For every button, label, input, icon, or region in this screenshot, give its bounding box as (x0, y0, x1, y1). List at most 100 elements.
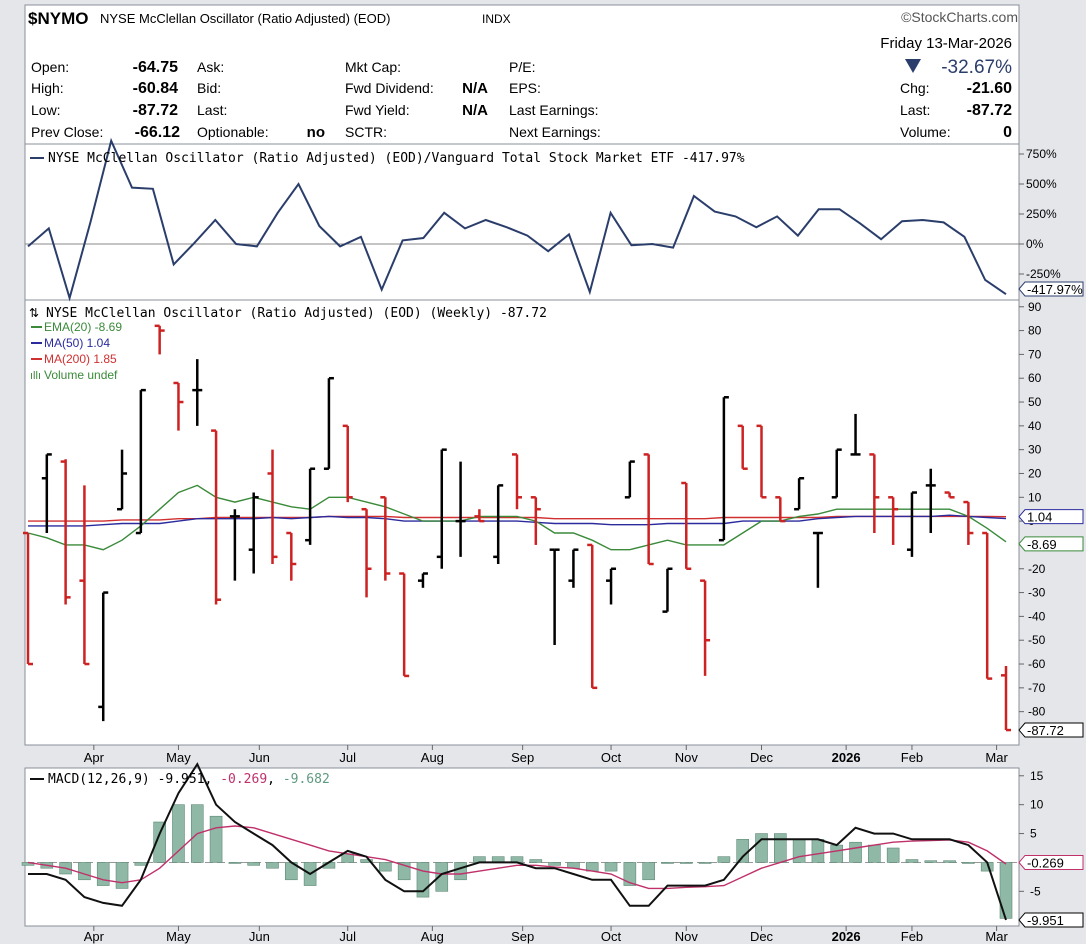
last-value-2: -87.72 (967, 102, 1012, 119)
price-tick-label: -20 (1028, 562, 1046, 576)
instrument-name: NYSE McClellan Oscillator (Ratio Adjuste… (100, 11, 390, 26)
macd-histogram-bar (134, 862, 148, 866)
last-price-label-box (1018, 722, 1084, 738)
macd-tick-label: -5 (1030, 884, 1041, 898)
price-x-label: Mar (985, 750, 1008, 765)
macd-histogram-bar (266, 862, 279, 869)
macd-signal-value-label-box (1018, 854, 1084, 870)
macd-hist-value: -9.682 (283, 772, 330, 787)
macd-histogram-bar (849, 841, 862, 863)
ratio-tick-label: -250% (1026, 267, 1061, 281)
stats-col-3: Mkt Cap: Fwd Dividend: N/A Fwd Yield: N/… (345, 59, 488, 140)
date: Friday 13-Mar-2026 (880, 35, 1012, 52)
header-panel (24, 4, 1020, 145)
macd-signal-value: -0.269 (220, 772, 267, 787)
last-label-2: Last: (900, 102, 930, 118)
macd-histogram-bar (811, 839, 825, 863)
macd-x-label: Feb (901, 929, 923, 944)
ma50-value-label-box (1018, 509, 1084, 525)
ma50-value-label: 1.04 (1027, 510, 1052, 525)
pe-label: P/E: (509, 59, 535, 75)
price-tick-label: 80 (1028, 324, 1042, 338)
mktcap-label: Mkt Cap: (345, 59, 401, 75)
price-tick-label: -30 (1028, 586, 1046, 600)
symbol: $NYMO (28, 9, 88, 28)
low-value: -87.72 (133, 102, 178, 119)
price-tick-label: 50 (1028, 395, 1042, 409)
last-earnings-label: Last Earnings: (509, 102, 599, 118)
price-tick-label: 10 (1028, 490, 1042, 504)
stats-col-1: Open: -64.75 High: -60.84 Low: -87.72 Pr… (31, 59, 180, 141)
macd-title: MACD(12,26,9) (48, 772, 150, 787)
macd-histogram-bar (642, 862, 655, 881)
macd-histogram-bar (78, 862, 91, 881)
volume-bars-icon: ıllı (30, 370, 41, 382)
macd-histogram-bar (247, 862, 260, 866)
legend-entry: EMA(20) -8.69 (44, 320, 122, 334)
price-x-label: Sep (511, 750, 534, 765)
fwd-dividend-value: N/A (462, 80, 488, 97)
price-x-label: Nov (675, 750, 699, 765)
price-x-label: 2026 (832, 750, 861, 765)
high-label: High: (31, 80, 64, 96)
prev-close-label: Prev Close: (31, 124, 103, 140)
chg-label: Chg: (900, 80, 930, 96)
price-x-label: Aug (421, 750, 444, 765)
price-tick-label: -40 (1028, 609, 1046, 623)
macd-histogram-bar (943, 860, 956, 863)
fwd-dividend-label: Fwd Dividend: (345, 80, 434, 96)
last-price-label: -87.72 (1027, 723, 1064, 738)
macd-x-label: Jun (249, 929, 270, 944)
macd-histogram-bar (153, 821, 166, 863)
macd-histogram-bar (96, 862, 110, 886)
ratio-chart: 750% 500% 250% 0% -250%-417.97% (25, 137, 1084, 302)
ema20-value-label-box (1018, 536, 1084, 552)
ratio-line (27, 137, 1007, 302)
stats-col-2: Ask: Bid: Last: Optionable: no (197, 59, 325, 141)
macd-x-label: Dec (750, 929, 774, 944)
ma50-line (28, 514, 1007, 527)
macd-histogram-bar (868, 844, 881, 863)
price-tick-label: -60 (1028, 657, 1046, 671)
macd-x-label: Mar (985, 929, 1008, 944)
stats-col-4: P/E: EPS: Last Earnings: Next Earnings: (509, 59, 601, 140)
bid-label: Bid: (197, 80, 221, 96)
macd-histogram-bar (623, 862, 637, 886)
price-tick-label: 60 (1028, 371, 1042, 385)
macd-x-label: Apr (84, 929, 105, 944)
macd-x-label: 2026 (832, 929, 861, 944)
high-value: -60.84 (133, 80, 178, 97)
open-label: Open: (31, 59, 69, 75)
optionable-label: Optionable: (197, 124, 269, 140)
price-chart: 9080706050403020100-10-20-30-40-50-60-70… (23, 300, 1084, 765)
prev-close-value: -66.12 (135, 124, 180, 141)
macd-histogram-bar (228, 862, 242, 864)
fwd-yield-value: N/A (462, 102, 488, 119)
next-earnings-label: Next Earnings: (509, 124, 601, 140)
price-tick-label: 40 (1028, 419, 1042, 433)
price-x-label: Feb (901, 750, 923, 765)
macd-histogram-bar (830, 844, 844, 863)
macd-histogram-bar (792, 839, 806, 863)
macd-histogram-bar (774, 833, 787, 863)
macd-value-label-box (1018, 912, 1084, 928)
price-title: NYSE McClellan Oscillator (Ratio Adjuste… (46, 306, 547, 321)
price-chart-icon: ⇅ (29, 306, 39, 320)
macd-histogram-bar (209, 815, 223, 863)
legend-entry: MA(50) 1.04 (44, 336, 110, 350)
price-tick-label: -70 (1028, 681, 1046, 695)
macd-histogram-bar (924, 860, 938, 863)
stats-col-5: -32.67% Chg: -21.60 Last: -87.72 Volume:… (900, 57, 1012, 141)
macd-legend: MACD(12,26,9) -9.951, -0.269, -9.682 (48, 772, 330, 787)
legend-entry: Volume undef (44, 368, 118, 382)
macd-histogram-bar (529, 859, 543, 863)
macd-value: -9.951 (158, 772, 205, 787)
price-tick-label: 30 (1028, 443, 1042, 457)
fwd-yield-label: Fwd Yield: (345, 102, 410, 118)
price-tick-label: 20 (1028, 466, 1042, 480)
volume-value: 0 (1003, 124, 1012, 141)
macd-histogram-bar (679, 862, 693, 864)
ema20-line (27, 484, 1007, 551)
macd-x-label: Nov (675, 929, 699, 944)
